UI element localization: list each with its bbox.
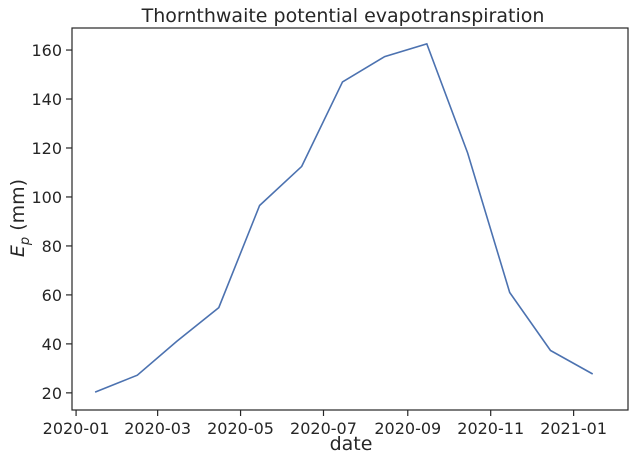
x-tick-label: 2020-03 bbox=[124, 419, 191, 438]
y-tick-label: 40 bbox=[42, 335, 62, 354]
y-tick-label: 120 bbox=[31, 139, 62, 158]
x-axis-label: date bbox=[330, 433, 373, 455]
y-axis-label: Ep (mm) bbox=[7, 179, 33, 257]
x-tick-label: 2020-09 bbox=[374, 419, 441, 438]
chart-title: Thornthwaite potential evapotranspiratio… bbox=[141, 5, 545, 27]
x-tick-label: 2020-07 bbox=[290, 419, 357, 438]
y-tick-label: 100 bbox=[31, 188, 62, 207]
y-tick-label: 80 bbox=[42, 237, 62, 256]
y-tick-label: 20 bbox=[42, 384, 62, 403]
x-tick-label: 2020-05 bbox=[207, 419, 274, 438]
series-line bbox=[94, 42, 594, 393]
y-axis: 20 40 60 80 100 120 140 160 bbox=[31, 41, 72, 403]
y-tick-label: 140 bbox=[31, 90, 62, 109]
x-tick-label: 2021-01 bbox=[540, 419, 607, 438]
x-axis: 2020-01 2020-03 2020-05 2020-07 2020-09 2020-… bbox=[43, 410, 607, 438]
y-tick-label: 160 bbox=[31, 41, 62, 60]
x-tick-label: 2020-01 bbox=[43, 419, 110, 438]
x-tick-label: 2020-11 bbox=[457, 419, 524, 438]
plot-frame bbox=[71, 27, 629, 411]
y-tick-label: 60 bbox=[42, 286, 62, 305]
